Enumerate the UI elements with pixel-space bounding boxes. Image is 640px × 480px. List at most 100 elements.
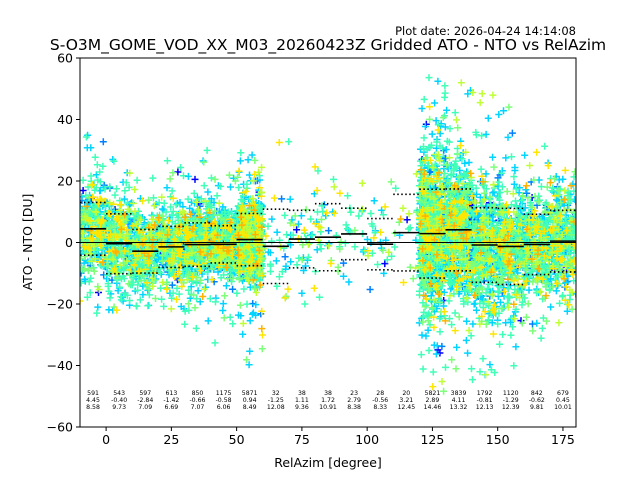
bin-stat-n: 1175 xyxy=(216,390,232,397)
scatter-points xyxy=(468,89,502,384)
bin-stat-mean: -1.25 xyxy=(268,397,284,404)
bin-stat-std: 9.81 xyxy=(530,404,544,411)
bin-stat-std: 9.36 xyxy=(295,404,309,411)
bin-stat-mean: -0.62 xyxy=(529,397,545,404)
bin-stat-mean: -0.66 xyxy=(189,397,205,404)
scatter-point xyxy=(293,226,301,234)
bin-stat-std: 14.46 xyxy=(424,404,442,411)
scatter-points xyxy=(363,178,396,293)
x-tick-label: 0 xyxy=(102,432,110,447)
x-axis-label: RelAzim [degree] xyxy=(274,455,382,470)
bin-stat-n: 3839 xyxy=(451,390,467,397)
bin-stat-n: 842 xyxy=(531,390,543,397)
scatter-point xyxy=(547,166,576,309)
bin-stat-mean: -1.42 xyxy=(163,397,179,404)
scatter-point xyxy=(367,210,396,268)
scatter-point xyxy=(364,248,393,260)
scatter-points xyxy=(233,149,267,369)
x-tick-label: 125 xyxy=(420,432,444,447)
scatter-point xyxy=(468,172,500,338)
bin-stat-std: 7.09 xyxy=(138,404,152,411)
bin-stat-mean: 2.89 xyxy=(426,397,440,404)
bin-stat-n: 38 xyxy=(324,390,332,397)
scatter-points xyxy=(80,131,110,317)
bin-stat-std: 8.58 xyxy=(86,404,100,411)
bin-stat-n: 5821 xyxy=(425,390,441,397)
scatter-point xyxy=(397,215,405,223)
bin-stat-std: 8.49 xyxy=(243,404,257,411)
scatter-points xyxy=(340,179,369,286)
scatter-point xyxy=(351,226,359,234)
scatter-point xyxy=(379,178,395,254)
bin-stat-mean: 3.21 xyxy=(399,397,413,404)
bin-stat-n: 32 xyxy=(272,390,280,397)
bin-stat-std: 13.32 xyxy=(450,404,468,411)
bin-stat-mean: -0.58 xyxy=(216,397,232,404)
x-tick-label: 50 xyxy=(229,432,245,447)
bin-stat-mean: 0.94 xyxy=(243,397,257,404)
x-tick-label: 150 xyxy=(486,432,510,447)
bin-stat-std: 8.33 xyxy=(373,404,387,411)
chart-title: S-O3M_GOME_VOD_XX_M03_20260423Z Gridded … xyxy=(50,36,606,55)
scatter-point xyxy=(233,167,266,339)
x-axis: 0 25 50 75 100 125 150 175 xyxy=(102,427,575,447)
bin-stat-mean: 0.45 xyxy=(556,397,570,404)
bin-stat-std: 9.73 xyxy=(112,404,126,411)
bin-stat-n: 28 xyxy=(376,390,384,397)
scatter-points xyxy=(442,79,475,373)
scatter-point xyxy=(496,232,518,308)
bin-stat-mean: -0.56 xyxy=(372,397,388,404)
y-tick-label: 0 xyxy=(65,235,73,250)
scatter-point xyxy=(315,183,338,250)
bin-stat-n: 23 xyxy=(350,390,358,397)
y-tick-label: −60 xyxy=(47,420,73,435)
x-tick-label: 100 xyxy=(355,432,379,447)
scatter-point xyxy=(546,179,576,283)
bin-stat-n: 1120 xyxy=(503,390,519,397)
scatter-point xyxy=(139,221,159,260)
scatter-points xyxy=(546,166,576,327)
scatter-point xyxy=(80,181,110,305)
bin-stat-mean: 4.45 xyxy=(86,397,100,404)
scatter-points xyxy=(520,142,554,342)
scatter-point xyxy=(294,226,318,292)
y-tick-label: 20 xyxy=(57,174,73,189)
y-axis: −60 −40 −20 0 20 40 60 xyxy=(47,51,80,435)
scatter-point xyxy=(262,139,292,302)
y-tick-label: −20 xyxy=(47,297,73,312)
scatter-point xyxy=(290,221,312,248)
plot-date: Plot date: 2026-04-24 14:14:08 xyxy=(395,24,576,38)
scatter-points xyxy=(391,170,423,286)
x-tick-label: 175 xyxy=(551,432,575,447)
bin-stat-std: 12.08 xyxy=(267,404,285,411)
scatter-point xyxy=(311,163,344,267)
scatter-point xyxy=(396,231,420,244)
x-tick-label: 25 xyxy=(163,432,179,447)
bin-stat-std: 8.38 xyxy=(347,404,361,411)
bin-stat-std: 12.39 xyxy=(502,404,520,411)
scatter-points xyxy=(494,103,528,370)
bin-stat-mean: 2.79 xyxy=(347,397,361,404)
bin-stat-std: 6.06 xyxy=(217,404,231,411)
bin-stat-n: 20 xyxy=(402,390,410,397)
scatter-point xyxy=(181,220,214,281)
bin-stat-n: 597 xyxy=(139,390,151,397)
bin-stat-n: 850 xyxy=(192,390,204,397)
bin-stat-mean: -1.29 xyxy=(503,397,519,404)
scatter-point xyxy=(282,292,290,300)
scatter-point xyxy=(381,260,389,268)
y-tick-label: 60 xyxy=(57,51,73,66)
scatter-point xyxy=(313,208,337,254)
scatter-point xyxy=(340,259,347,267)
bin-stat-n: 613 xyxy=(165,390,177,397)
bin-stat-mean: -0.81 xyxy=(477,397,493,404)
scatter-points xyxy=(103,156,136,314)
bin-stat-std: 10.01 xyxy=(554,404,572,411)
scatter-point xyxy=(358,179,366,213)
y-tick-label: −40 xyxy=(47,358,73,373)
scatter-points xyxy=(311,163,345,301)
bin-stats: 5914.458.58543-0.409.73597-2.847.09613-1… xyxy=(86,390,572,411)
scatter-point xyxy=(320,201,333,235)
bin-stat-n: 543 xyxy=(113,390,125,397)
